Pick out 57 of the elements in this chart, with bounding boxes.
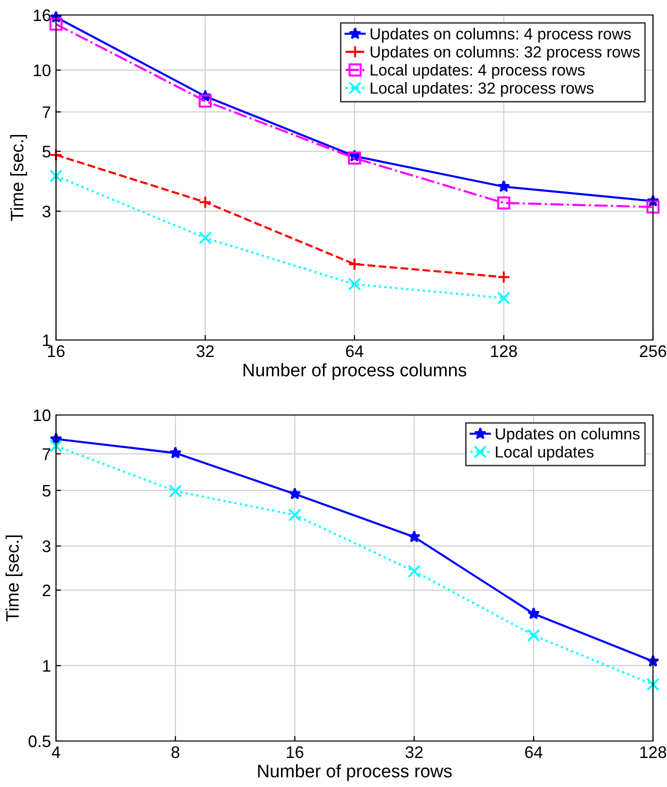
point — [288, 508, 302, 522]
x-tick-label: 8 — [171, 746, 180, 758]
point — [169, 446, 182, 459]
x-tick-label: 32 — [196, 345, 214, 358]
y-tick-label: 3 — [42, 540, 50, 552]
point — [198, 196, 212, 209]
y-tick-label: 16 — [34, 9, 50, 22]
point — [288, 487, 302, 500]
y-axis-title: Time [sec.] — [10, 134, 28, 221]
y-tick-label: 5 — [42, 146, 50, 158]
x-tick-label: 64 — [346, 345, 364, 358]
legend-label: Updates on columns — [496, 428, 640, 443]
point — [408, 530, 420, 542]
point — [49, 148, 63, 162]
point — [497, 180, 510, 192]
y-tick-label: 7 — [42, 106, 50, 118]
point — [646, 678, 660, 692]
y-tick-label: 3 — [42, 206, 50, 218]
legend-label: Updates on columns: 32 process rows — [370, 46, 640, 61]
point — [497, 292, 510, 305]
point — [49, 18, 63, 31]
x-tick-label: 128 — [491, 345, 517, 358]
point — [646, 200, 660, 214]
legend-label: Updates on columns: 4 process rows — [370, 28, 631, 43]
x-tick-label: 64 — [525, 746, 542, 758]
y-tick-label: 7 — [42, 448, 50, 460]
point — [49, 439, 63, 453]
point — [348, 258, 362, 271]
legend-label: Local updates: 32 process rows — [370, 82, 594, 97]
point — [348, 152, 362, 165]
point — [49, 170, 63, 183]
point — [497, 196, 510, 210]
x-tick-label: 16 — [286, 746, 304, 758]
point — [527, 628, 540, 642]
point — [168, 484, 182, 498]
x-tick-label: 256 — [640, 345, 666, 358]
y-tick-label: 2 — [42, 584, 50, 596]
point — [198, 231, 212, 244]
y-tick-label: 0.5 — [28, 735, 50, 748]
point — [198, 94, 212, 108]
x-tick-label: 32 — [406, 746, 423, 758]
x-tick-label: 4 — [52, 746, 60, 758]
y-tick-label: 10 — [34, 409, 50, 422]
y-tick-label: 1 — [43, 334, 50, 346]
y-axis-title: Time [sec.] — [6, 535, 22, 622]
x-axis-title: Number of process columns — [244, 363, 466, 380]
x-tick-label: 128 — [640, 746, 666, 758]
y-tick-label: 5 — [42, 485, 50, 497]
point — [497, 270, 510, 284]
x-axis-title: Number of process rows — [258, 764, 452, 782]
point — [348, 278, 362, 291]
legend-label: Local updates — [496, 446, 594, 461]
y-tick-label: 1 — [43, 660, 50, 672]
y-tick-label: 10 — [34, 64, 50, 76]
point — [527, 607, 540, 620]
point — [408, 564, 421, 578]
legend-label: Local updates: 4 process rows — [370, 64, 585, 79]
